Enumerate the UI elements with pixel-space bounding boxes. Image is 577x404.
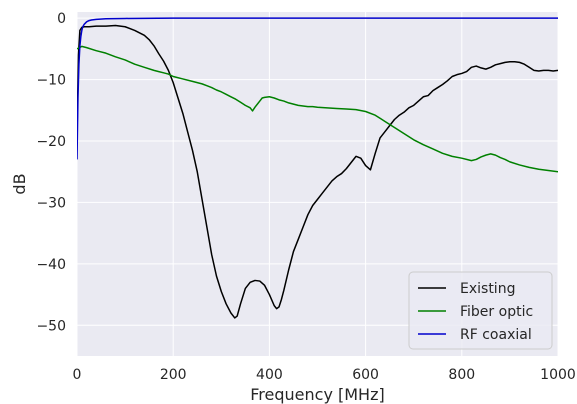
x-axis-label: Frequency [MHz] (250, 385, 384, 404)
series-lines (77, 17, 558, 319)
x-tick-label: 400 (256, 367, 283, 383)
x-tick-label: 200 (160, 367, 187, 383)
y-tick-label: −30 (36, 195, 66, 211)
x-tick-label: 600 (352, 367, 379, 383)
x-tick-labels: 0 200 400 600 800 1000 (73, 367, 576, 383)
series-line-rf-coaxial (77, 17, 558, 160)
y-tick-label: −20 (36, 134, 66, 150)
y-axis-label: dB (10, 173, 29, 194)
y-tick-label: 0 (57, 11, 66, 27)
x-tick-label: 800 (448, 367, 475, 383)
legend-label: RF coaxial (460, 327, 532, 343)
x-tick-label: 0 (73, 367, 82, 383)
y-tick-labels: 0 −10 −20 −30 −40 −50 (36, 11, 66, 334)
x-tick-label: 1000 (540, 367, 576, 383)
legend: Existing Fiber optic RF coaxial (408, 271, 553, 350)
legend-label: Fiber optic (460, 304, 533, 320)
series-line-fiber-optic (77, 45, 558, 173)
legend-box (408, 271, 553, 350)
y-tick-label: −50 (36, 318, 66, 334)
legend-label: Existing (460, 281, 515, 297)
grid (76, 12, 559, 356)
series-line-existing (77, 24, 558, 319)
y-tick-label: −10 (36, 73, 66, 89)
y-tick-label: −40 (36, 257, 66, 273)
